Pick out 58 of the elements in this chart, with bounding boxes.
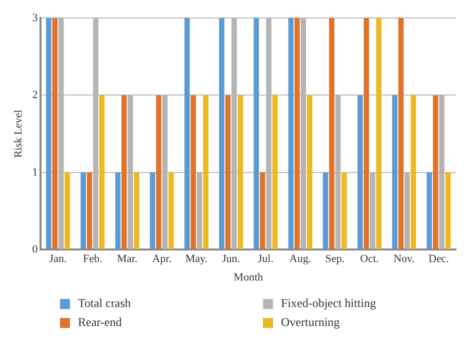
x-tick-label: Jan. (49, 253, 67, 266)
bar (432, 95, 438, 250)
x-tick-label: Nov. (394, 253, 415, 266)
x-tick-label: Oct. (360, 253, 380, 266)
bar (322, 172, 328, 250)
bar (150, 172, 156, 250)
y-tick-label: 1 (32, 166, 38, 178)
bar (203, 95, 208, 250)
bar (272, 95, 278, 250)
bar (190, 95, 196, 250)
bar (80, 172, 86, 250)
bar (46, 18, 52, 250)
bar (254, 18, 259, 250)
bar (306, 95, 312, 250)
bar (115, 172, 121, 250)
bar (168, 172, 174, 250)
bar (86, 172, 92, 250)
bar (364, 18, 370, 250)
bar (398, 18, 404, 250)
x-tick-label: Sep. (325, 253, 345, 266)
bar (426, 172, 432, 250)
bar (99, 95, 105, 250)
y-tick-label: 2 (32, 89, 38, 102)
bar (184, 18, 190, 250)
bar (260, 172, 266, 250)
legend-label: Overturning (281, 315, 340, 330)
bar (64, 172, 70, 250)
bar (410, 95, 416, 250)
bar (329, 18, 334, 250)
bar (121, 95, 127, 250)
bar (294, 18, 300, 250)
bar (52, 18, 58, 250)
bar (376, 18, 382, 250)
x-tick-label: Jun. (222, 253, 240, 266)
legend-label: Fixed-object hitting (281, 296, 376, 311)
x-tick-label: Dec. (428, 253, 450, 266)
bar (219, 18, 224, 250)
y-tick-label: 3 (32, 12, 38, 24)
bar (357, 95, 363, 250)
x-tick-label: Apr. (152, 253, 172, 266)
bar (156, 95, 162, 250)
y-axis-title: Risk Level (12, 110, 24, 158)
x-tick-label: Feb. (82, 253, 102, 266)
bar (134, 172, 140, 250)
x-axis-title: Month (234, 271, 264, 284)
bar (445, 172, 451, 250)
legend-label: Rear-end (78, 315, 122, 330)
bar (392, 95, 398, 250)
x-tick-label: Aug. (289, 253, 312, 266)
bar (288, 18, 294, 250)
bar (238, 95, 244, 250)
x-tick-label: May. (185, 253, 208, 266)
y-tick-label: 0 (32, 243, 38, 256)
legend-label: Total crash (78, 296, 131, 311)
x-tick-label: Jul. (258, 253, 274, 266)
bar (225, 95, 231, 250)
x-tick-label: Mar. (116, 253, 138, 266)
bar (342, 172, 347, 250)
